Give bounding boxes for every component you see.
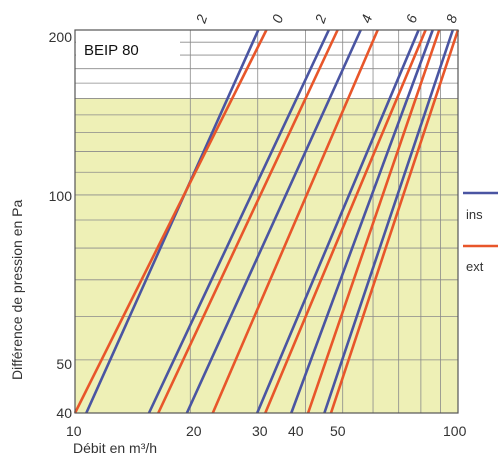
series-line-blue-9 <box>290 29 434 414</box>
top-curve-label: 2 <box>192 12 210 26</box>
series-line-orange-4 <box>157 29 339 414</box>
top-curve-label: 0 <box>269 12 287 25</box>
x-tick-label: 30 <box>252 423 268 439</box>
chart-title: BEIP 80 <box>84 42 139 59</box>
series-line-blue-11 <box>323 29 455 414</box>
series-line-blue-7 <box>256 29 420 414</box>
legend-label-orange: ext <box>466 259 484 274</box>
top-curve-label: 4 <box>358 12 376 25</box>
legend: ins ext <box>463 191 498 274</box>
plot-frame <box>74 29 459 414</box>
series-line-blue-5 <box>185 29 362 414</box>
x-tick-label: 10 <box>66 423 82 439</box>
x-tick-label: 100 <box>443 423 467 439</box>
y-axis-title: Différence de pression en Pa <box>9 199 25 380</box>
top-curve-label: 2 <box>311 12 329 26</box>
series-line-orange-10 <box>306 29 441 414</box>
top-curve-label: 6 <box>403 12 421 25</box>
y-tick-label: 40 <box>56 405 72 421</box>
y-tick-label: 50 <box>56 356 72 372</box>
y-tick-label: 200 <box>49 29 73 45</box>
x-tick-label: 50 <box>330 423 346 439</box>
series-line-orange-2 <box>73 29 268 414</box>
y-tick-label: 100 <box>49 188 73 204</box>
top-curve-label: 8 <box>443 12 461 25</box>
series-line-blue-3 <box>147 29 330 414</box>
series-line-orange-6 <box>211 29 379 414</box>
highlight-band <box>75 98 458 413</box>
series-line-orange-8 <box>264 29 427 414</box>
x-axis-title: Débit en m³/h <box>73 440 157 456</box>
legend-label-blue: ins <box>466 207 483 222</box>
series-line-orange-12 <box>329 29 460 414</box>
chart-title-box <box>76 33 180 67</box>
x-tick-label: 40 <box>288 423 304 439</box>
series-line-blue-1 <box>85 29 260 414</box>
x-tick-label: 20 <box>186 423 202 439</box>
